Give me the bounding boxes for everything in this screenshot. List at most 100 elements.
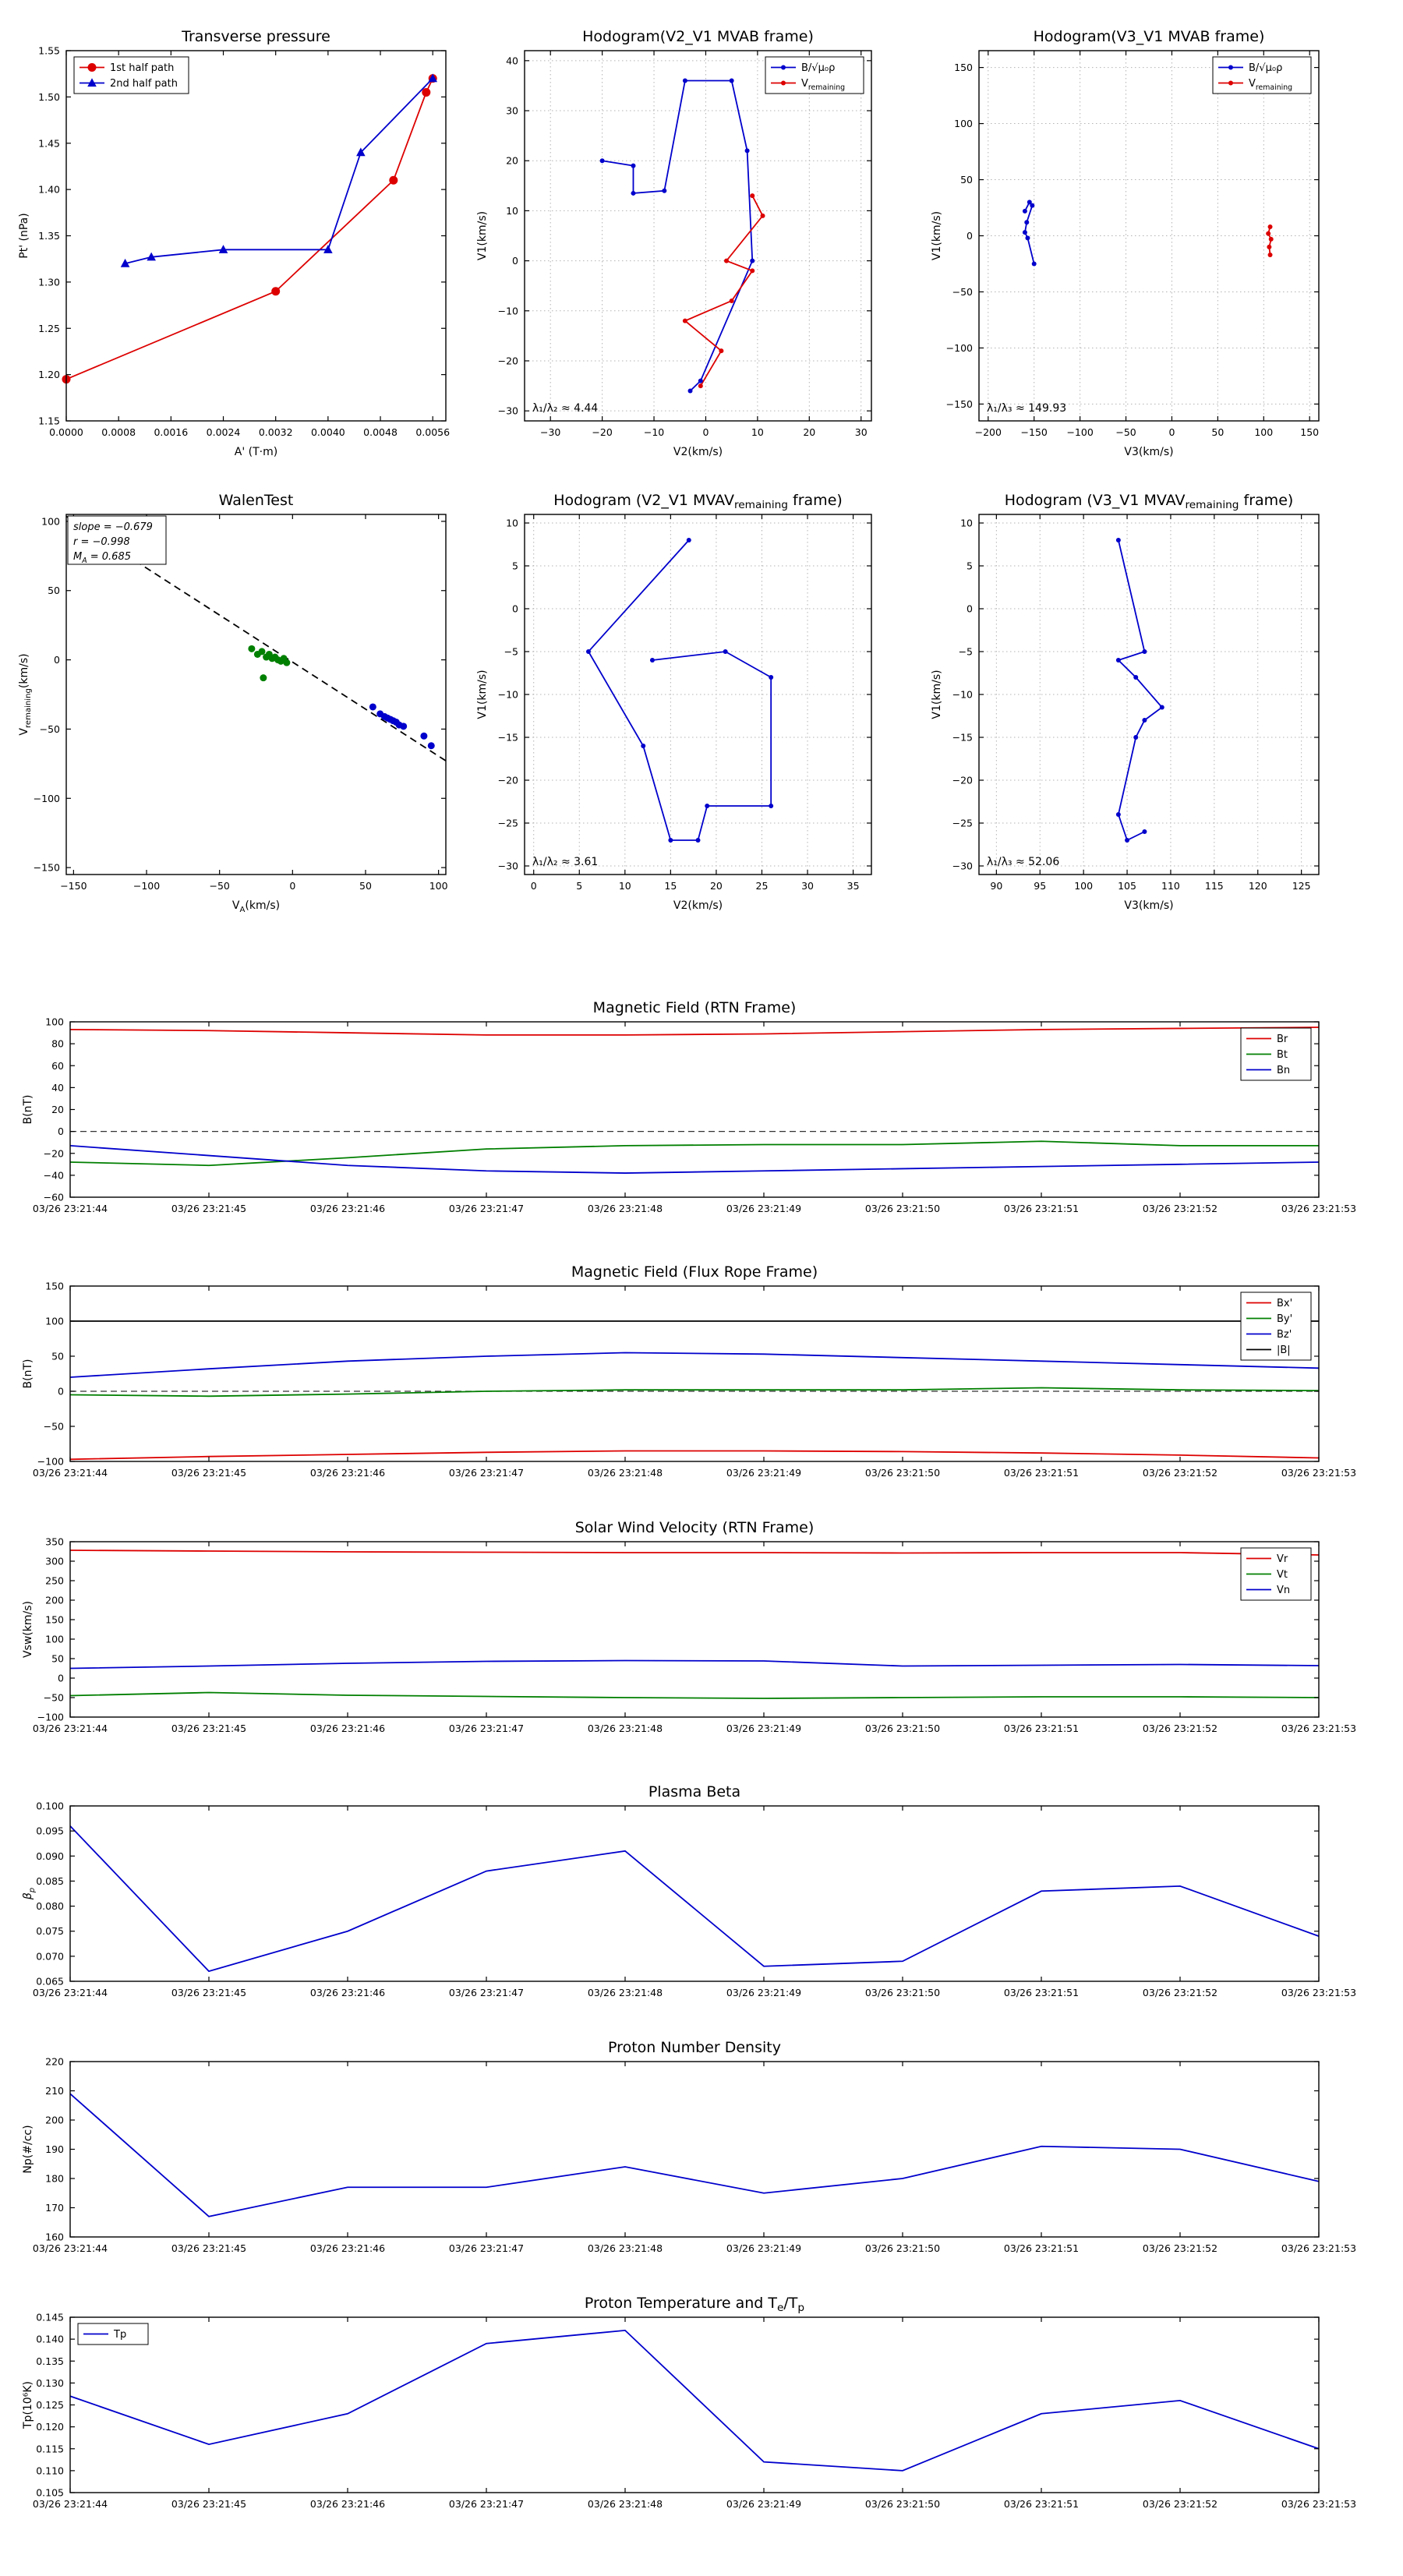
y-tick-label: 50 — [960, 174, 973, 186]
x-tick-label: 03/26 23:21:49 — [726, 1467, 801, 1479]
chart-mag-rtn: 03/26 23:21:44 03/26 23:21:45 03/26 23:21:… — [22, 999, 1356, 1214]
x-tick-label: 03/26 23:21:45 — [171, 2498, 246, 2510]
y-tick-label: 0.105 — [36, 2487, 64, 2499]
legend-label: B/√μ₀ρ — [1249, 62, 1282, 74]
y-tick-label: 0 — [58, 1673, 64, 1684]
x-tick-label: −150 — [60, 880, 87, 892]
y-tick-label: 0.125 — [36, 2399, 64, 2411]
marker-v-path — [1142, 829, 1147, 834]
x-tick-label: 03/26 23:21:44 — [33, 1203, 108, 1214]
x-tick-label: 03/26 23:21:49 — [726, 2498, 801, 2510]
x-tick-label: 125 — [1292, 880, 1311, 892]
legend-marker — [87, 78, 97, 87]
x-tick-label: −20 — [592, 426, 612, 438]
y-tick-label: 100 — [954, 118, 973, 129]
x-tick-label: 0 — [702, 426, 709, 438]
y-tick-label: 0.075 — [36, 1925, 64, 1937]
y-tick-label: 0.090 — [36, 1850, 64, 1862]
x-tick-label: 03/26 23:21:47 — [449, 2242, 524, 2254]
marker-second-half-path — [356, 147, 366, 157]
legend: Bx' By' Bz' |B| — [1240, 1292, 1312, 1361]
x-tick-label: 03/26 23:21:46 — [310, 2498, 385, 2510]
x-tick-label: 30 — [801, 880, 814, 892]
y-tick-label: 100 — [45, 1634, 64, 1645]
x-tick-label: 03/26 23:21:51 — [1004, 1467, 1079, 1479]
chart-transverse-pressure: 0.0000 0.0008 0.0016 0.0024 0.0032 0.0040 0.00… — [18, 28, 450, 458]
marker-second-half-points — [400, 723, 408, 730]
marker-b-alfven — [1025, 235, 1030, 241]
y-tick-label: 30 — [506, 105, 518, 117]
marker-v-path — [686, 538, 691, 542]
marker-b-alfven — [1022, 208, 1027, 214]
y-tick-label: −100 — [37, 1456, 64, 1468]
series-group — [70, 1027, 1319, 1174]
y-tick-label: 5 — [967, 560, 973, 572]
y-tick-label: 0 — [512, 255, 518, 267]
y-tick-label: 0 — [58, 1125, 64, 1137]
y-tick-label: 40 — [506, 55, 518, 66]
y-tick-label: −15 — [952, 732, 973, 744]
legend-label: Vn — [1277, 1585, 1290, 1596]
x-tick-label: 95 — [1034, 880, 1046, 892]
x-tick-label: 03/26 23:21:52 — [1143, 1987, 1217, 1998]
annotation: λ₁/λ₂ ≈ 3.61 — [532, 856, 598, 868]
y-tick-label: 1.35 — [38, 230, 60, 242]
y-tick-label: 200 — [45, 1595, 64, 1606]
x-tick-label: 105 — [1118, 880, 1136, 892]
y-axis-label: V1(km/s) — [931, 670, 943, 719]
y-axis-label: V1(km/s) — [476, 211, 489, 260]
x-tick-label: 03/26 23:21:52 — [1143, 2242, 1217, 2254]
y-tick-label: −20 — [498, 775, 518, 786]
x-tick-label: 03/26 23:21:47 — [449, 1203, 524, 1214]
series-group — [70, 1320, 1319, 1461]
x-tick-label: 03/26 23:21:46 — [310, 1467, 385, 1479]
x-tick-label: 03/26 23:21:47 — [449, 1723, 524, 1734]
x-tick-label: 03/26 23:21:47 — [449, 2498, 524, 2510]
legend: Vr Vt Vn — [1240, 1547, 1312, 1601]
x-tick-label: 03/26 23:21:48 — [588, 2242, 663, 2254]
chart-title: Magnetic Field (Flux Rope Frame) — [571, 1263, 818, 1281]
y-tick-label: 0.120 — [36, 2421, 64, 2433]
x-tick-label: 03/26 23:21:45 — [171, 1203, 246, 1214]
y-tick-label: −60 — [44, 1192, 64, 1203]
x-tick-label: 90 — [990, 880, 1002, 892]
x-tick-label: 03/26 23:21:49 — [726, 1987, 801, 1998]
marker-v-path — [769, 804, 774, 808]
marker-b-alfven — [744, 148, 750, 154]
marker-v-path — [769, 675, 774, 680]
chart-title: Proton Number Density — [608, 2039, 781, 2056]
chart-title: Plasma Beta — [648, 1783, 740, 1800]
x-axis-label: V3(km/s) — [1124, 446, 1173, 458]
chart-plasma-beta: 03/26 23:21:44 03/26 23:21:45 03/26 23:21:… — [22, 1783, 1356, 1998]
marker-b-alfven — [1027, 200, 1032, 205]
y-tick-label: −30 — [498, 405, 518, 417]
y-tick-label: 0.110 — [36, 2465, 64, 2476]
y-axis-label: V1(km/s) — [476, 670, 489, 719]
marker-second-half-points — [427, 742, 435, 750]
stats-box — [67, 515, 167, 565]
series-tp — [70, 2329, 1319, 2472]
x-tick-label: 03/26 23:21:48 — [588, 2498, 663, 2510]
marker-group — [1115, 538, 1164, 843]
y-tick-label: 100 — [41, 515, 60, 527]
series-bn — [70, 1145, 1319, 1174]
marker-v-remaining — [698, 383, 703, 389]
x-tick-label: 35 — [847, 880, 860, 892]
y-axis-label: V1(km/s) — [931, 211, 943, 260]
marker-b-alfven — [750, 258, 755, 263]
y-tick-label: −25 — [498, 818, 518, 829]
x-tick-label: 03/26 23:21:53 — [1281, 1203, 1356, 1214]
legend: B/√μ₀ρ Vremaining — [1212, 56, 1312, 94]
x-tick-label: 03/26 23:21:46 — [310, 1987, 385, 1998]
legend-marker — [1228, 65, 1233, 70]
y-tick-label: 150 — [45, 1614, 64, 1626]
y-tick-label: 0 — [512, 603, 518, 615]
marker-v-remaining — [1267, 244, 1272, 249]
x-tick-label: 30 — [855, 426, 868, 438]
x-tick-label: 0.0048 — [363, 426, 398, 438]
y-tick-label: 220 — [45, 2056, 64, 2068]
y-tick-label: −20 — [44, 1147, 64, 1159]
marker-v-path — [695, 838, 701, 843]
legend-label: Bt — [1277, 1049, 1288, 1061]
y-axis-label: βp — [22, 1888, 37, 1900]
